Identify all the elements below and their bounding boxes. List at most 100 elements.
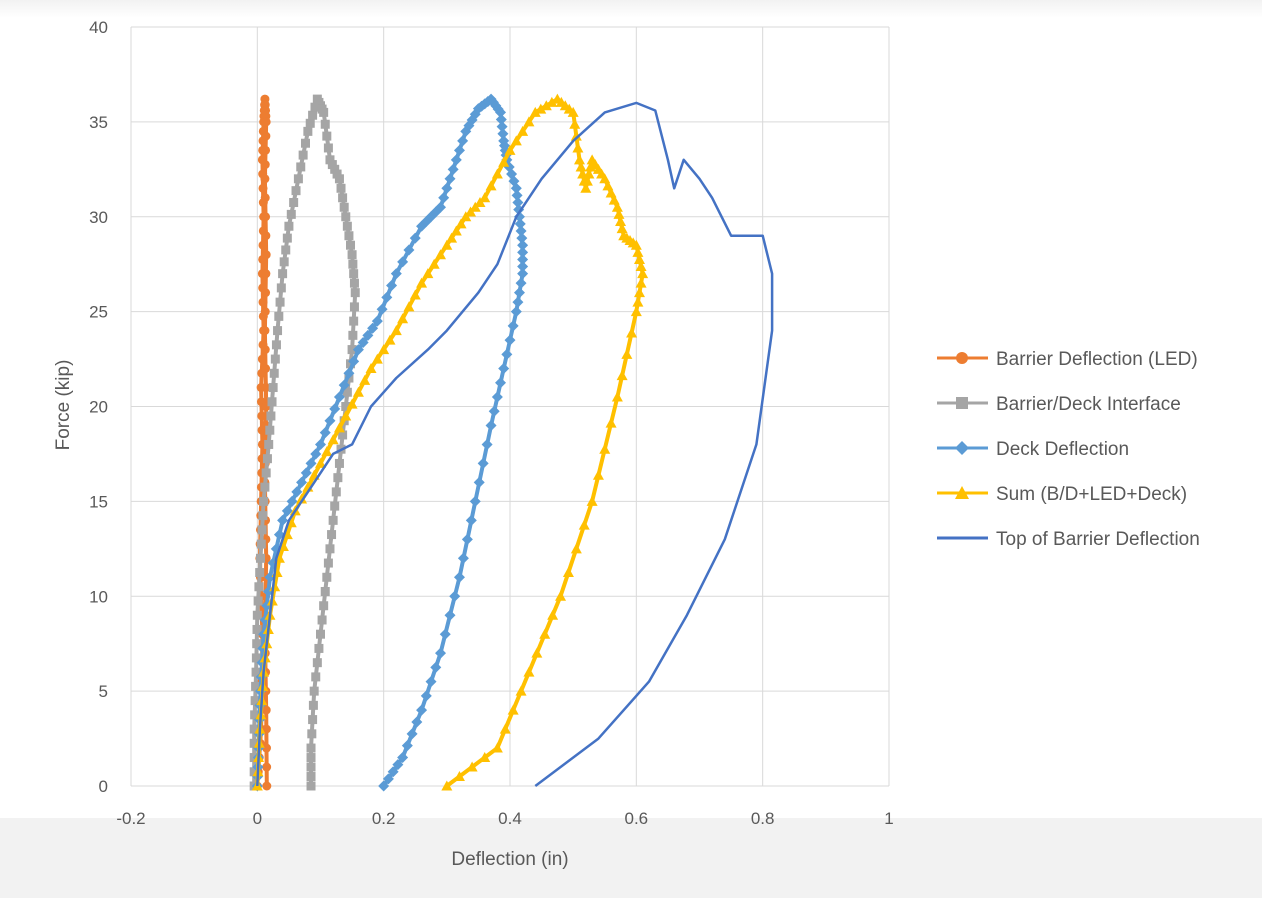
data-point — [449, 590, 461, 602]
data-point — [260, 174, 270, 184]
data-point — [352, 386, 364, 397]
data-point — [397, 752, 409, 764]
data-point — [569, 118, 581, 129]
data-point — [282, 233, 292, 243]
data-point — [250, 710, 260, 720]
data-point — [441, 182, 453, 194]
data-point — [254, 582, 264, 592]
x-tick-label: 0.4 — [498, 809, 522, 828]
data-point — [260, 193, 270, 203]
data-point — [515, 225, 527, 237]
data-point — [461, 533, 473, 545]
data-point — [261, 250, 271, 260]
data-point — [517, 268, 529, 280]
data-point — [403, 244, 415, 256]
data-point — [268, 383, 278, 393]
data-point — [466, 761, 478, 772]
data-point — [397, 256, 409, 268]
data-point — [320, 119, 330, 129]
data-point — [349, 302, 359, 312]
data-point — [573, 154, 585, 165]
data-point — [258, 183, 268, 193]
data-point — [340, 410, 352, 421]
data-point — [514, 218, 526, 230]
data-point — [278, 269, 288, 279]
data-point — [311, 672, 321, 682]
y-tick-label: 25 — [89, 303, 108, 322]
data-point — [308, 715, 318, 725]
data-point — [261, 468, 271, 478]
data-point — [296, 476, 308, 488]
data-point — [261, 231, 271, 241]
legend-label: Sum (B/D+LED+Deck) — [996, 484, 1187, 505]
data-point — [348, 330, 358, 340]
data-point — [251, 653, 261, 663]
data-point — [485, 180, 497, 191]
data-point — [605, 417, 617, 428]
data-point — [338, 430, 348, 440]
legend-item: Barrier/Deck Interface — [937, 394, 1181, 415]
data-point — [371, 353, 383, 364]
data-point — [378, 344, 390, 355]
data-point — [547, 609, 559, 620]
data-point — [257, 525, 267, 535]
data-point — [376, 303, 388, 315]
data-point — [341, 402, 351, 411]
legend-marker — [956, 352, 968, 364]
y-tick-label: 40 — [89, 18, 108, 37]
data-point — [403, 301, 415, 312]
data-point — [262, 781, 272, 791]
data-point — [327, 530, 337, 540]
data-point — [255, 553, 265, 563]
data-point — [477, 457, 489, 469]
data-point — [359, 374, 371, 385]
data-point — [267, 397, 277, 407]
y-tick-label: 20 — [89, 398, 108, 417]
data-point — [317, 615, 327, 625]
data-point — [602, 180, 614, 191]
data-point — [265, 425, 275, 435]
data-point — [305, 457, 317, 469]
data-point — [260, 160, 270, 170]
data-point — [444, 173, 456, 185]
data-point — [481, 438, 493, 450]
legend-label: Deck Deflection — [996, 439, 1129, 460]
data-point — [271, 340, 281, 350]
data-point — [259, 496, 269, 506]
data-point — [261, 364, 271, 374]
data-point — [420, 690, 432, 702]
x-tick-label: 1 — [884, 809, 893, 828]
data-point — [331, 487, 341, 497]
y-tick-label: 10 — [89, 587, 108, 606]
data-point — [325, 544, 335, 554]
bottom-background-band — [0, 818, 1262, 898]
data-point — [324, 415, 336, 427]
data-point — [330, 164, 340, 174]
data-point — [260, 307, 270, 317]
data-point — [435, 201, 447, 213]
data-point — [339, 202, 349, 212]
y-tick-label: 30 — [89, 208, 108, 227]
data-point — [338, 379, 350, 391]
data-point — [323, 558, 333, 568]
data-point — [497, 128, 509, 140]
data-point — [517, 125, 529, 136]
data-point — [260, 482, 270, 492]
data-point — [435, 249, 447, 260]
data-point — [496, 121, 508, 133]
data-point — [298, 150, 308, 160]
data-point — [441, 780, 453, 791]
data-point — [510, 306, 522, 318]
data-point — [281, 505, 293, 517]
data-point — [633, 253, 645, 264]
data-point — [507, 704, 519, 715]
data-point — [616, 223, 628, 234]
data-point — [255, 568, 265, 578]
y-axis-title: Force (kip) — [53, 360, 74, 451]
data-point — [284, 221, 294, 231]
data-point — [274, 311, 284, 321]
data-point — [289, 198, 299, 208]
data-point — [261, 117, 271, 127]
data-point — [261, 288, 271, 298]
